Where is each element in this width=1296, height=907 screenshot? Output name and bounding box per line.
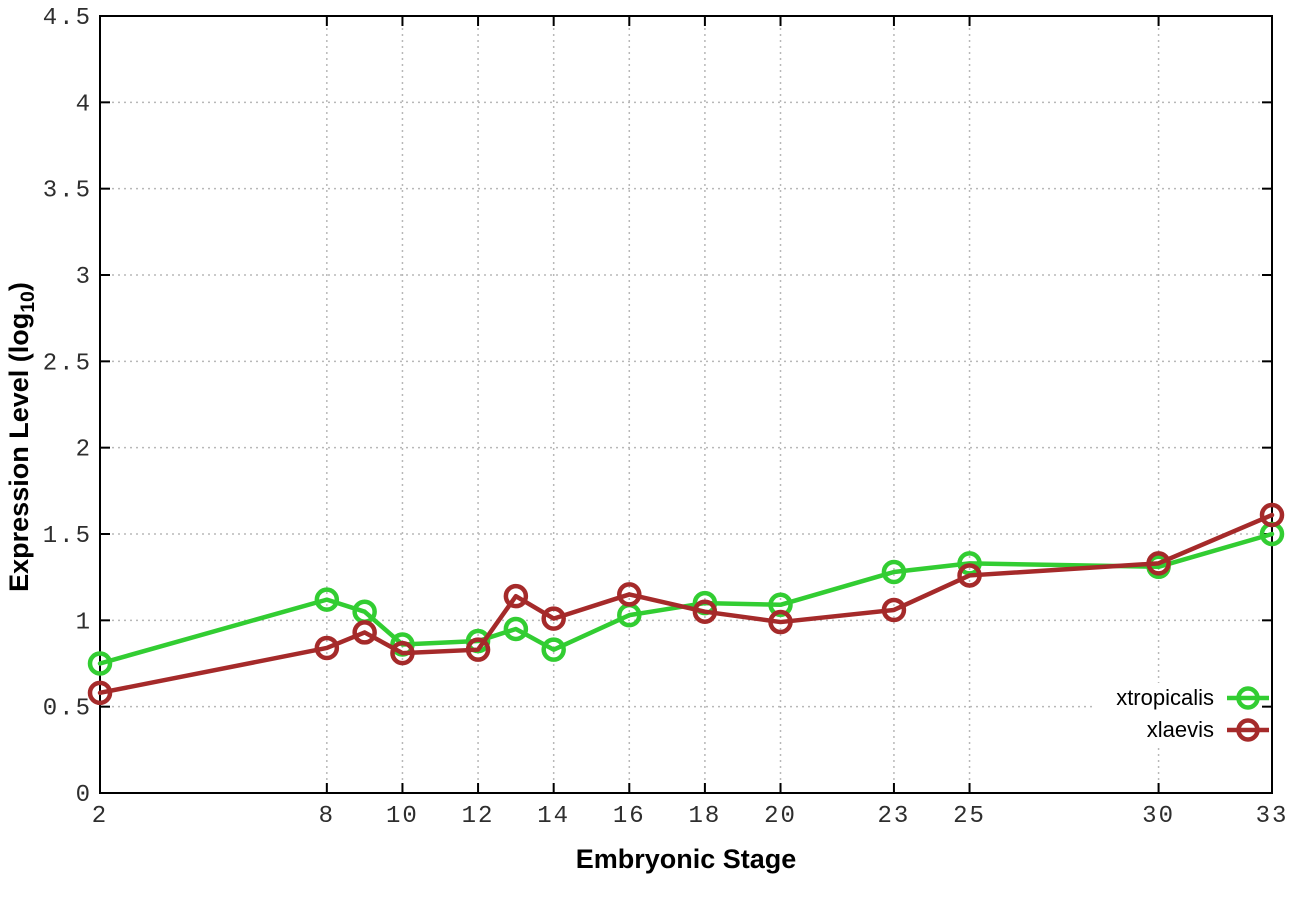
x-tick-label: 23: [878, 803, 911, 830]
data-point-xtropicalis: [87, 651, 113, 676]
y-axis-title-subscript: 10: [17, 291, 40, 313]
data-point-xlaevis: [1259, 502, 1285, 528]
legend: xtropicalis xlaevis: [1093, 683, 1270, 744]
y-axis-title: Expression Level (log10): [4, 282, 40, 592]
legend-background: [1093, 683, 1262, 746]
y-tick-label: 1: [76, 609, 92, 636]
data-point-xlaevis: [957, 563, 982, 588]
y-tick-label: 2.5: [43, 350, 92, 377]
y-tick-label: 4: [76, 91, 92, 118]
x-tick-label: 8: [319, 803, 335, 830]
data-point-xlaevis: [352, 620, 377, 645]
x-tick-label: 10: [386, 803, 419, 830]
y-tick-label: 3.5: [43, 178, 92, 205]
data-point-xlaevis: [541, 606, 566, 631]
plot-border: [99, 15, 1273, 794]
y-tick-label: 1.5: [43, 523, 92, 550]
data-point-xtropicalis: [768, 592, 793, 618]
legend-marker-line-circle-icon: [1227, 685, 1269, 710]
legend-label: xlaevis: [1146, 716, 1214, 742]
x-tick-label: 20: [764, 803, 797, 830]
x-tick-label: 30: [1142, 803, 1175, 830]
x-tick-label: 18: [688, 803, 721, 830]
data-point-xlaevis: [768, 609, 793, 635]
data-point-xlaevis: [314, 635, 340, 661]
series-line-xtropicalis: [97, 531, 1275, 666]
y-tick-label: 0.5: [43, 696, 92, 723]
data-point-xlaevis: [390, 640, 415, 666]
y-tick-label: 4.5: [43, 5, 92, 32]
y-tick-label: 0: [76, 782, 92, 809]
legend-marker-line-circle-icon: [1227, 717, 1269, 742]
data-point-xlaevis: [87, 680, 113, 706]
x-tick-label: 25: [953, 803, 986, 830]
x-tick-label: 33: [1256, 803, 1289, 830]
y-tick-label: 2: [76, 437, 92, 464]
x-tick-label: 12: [462, 803, 495, 830]
data-point-xlaevis: [503, 583, 529, 609]
x-tick-label: 14: [537, 803, 570, 830]
data-point-xtropicalis: [314, 587, 340, 612]
data-point-xlaevis: [692, 599, 718, 624]
y-axis-title-close: ): [3, 282, 34, 292]
data-point-xlaevis: [617, 582, 642, 607]
data-point-xtropicalis: [541, 637, 566, 662]
data-point-xtropicalis: [881, 559, 907, 585]
legend-item-xtropicalis: xtropicalis: [1093, 683, 1270, 712]
series-line-xlaevis: [97, 512, 1275, 696]
x-axis-title: Embryonic Stage: [575, 844, 797, 874]
y-axis-title-text: Expression Level (log: [3, 312, 34, 592]
legend-item-xlaevis: xlaevis: [1093, 715, 1270, 744]
data-point-xtropicalis: [503, 616, 529, 642]
x-tick-label: 16: [613, 803, 646, 830]
data-point-xlaevis: [1146, 551, 1171, 576]
data-point-xlaevis: [881, 597, 907, 623]
x-tick-label: 2: [92, 803, 108, 830]
y-tick-label: 3: [76, 264, 92, 291]
data-point-xlaevis: [465, 637, 491, 662]
legend-label: xtropicalis: [1116, 684, 1214, 710]
